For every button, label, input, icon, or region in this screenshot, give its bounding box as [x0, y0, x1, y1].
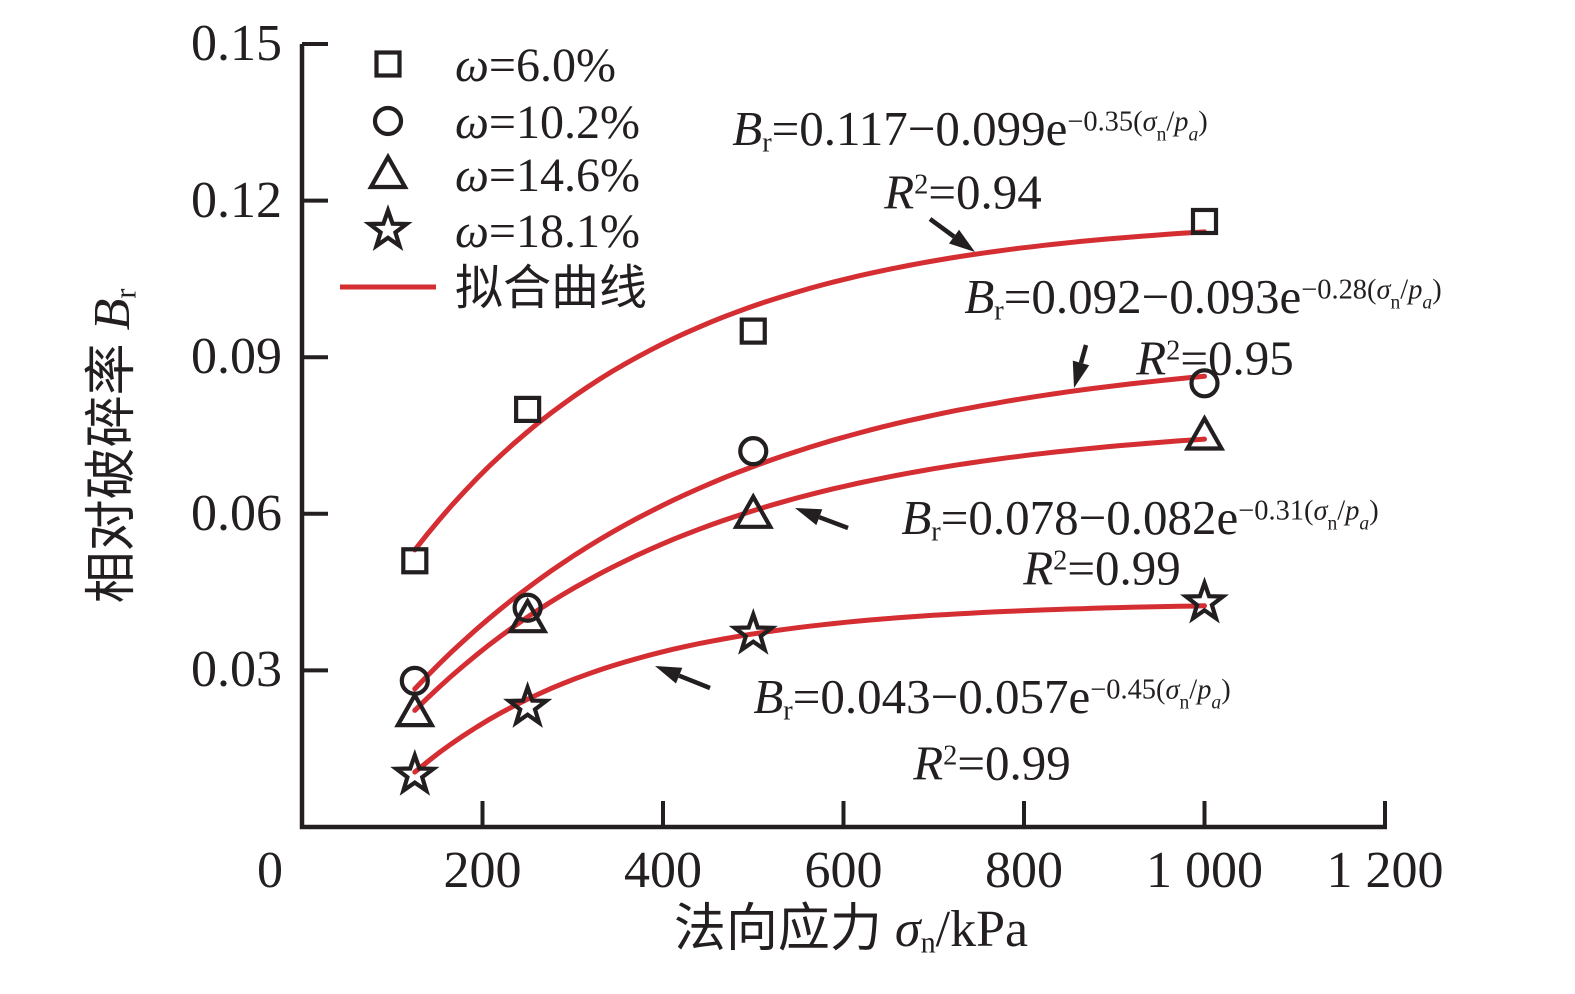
legend-square-icon [374, 50, 402, 78]
fit-equation-4: Br=0.043−0.057e−0.45(σn/pa) [753, 669, 1231, 727]
fit-curve-omega-14.6 [412, 436, 1207, 713]
fit-curve-omega-10.2 [412, 373, 1207, 692]
marker-omega-10.2 [512, 592, 543, 623]
x-tick-label: 1 000 [1146, 842, 1263, 899]
fit-equation-1: Br=0.117−0.099e−0.35(σn/pa) [732, 101, 1208, 159]
legend-triangle-icon [367, 152, 409, 190]
legend-label-fit-line: 拟合曲线 [455, 262, 648, 315]
fit-r2-1: R2=0.94 [884, 164, 1042, 220]
annotation-arrow-shaft [818, 515, 849, 531]
annotation-arrowhead [949, 229, 975, 252]
x-axis-title: 法向应力 σn/kPa [673, 901, 1029, 960]
marker-omega-18.1 [503, 681, 553, 728]
legend-circle-icon [372, 105, 404, 137]
marker-omega-6.0 [1190, 207, 1219, 236]
marker-omega-18.1 [1179, 576, 1230, 624]
marker-omega-10.2 [1189, 368, 1220, 399]
fit-r2-3: R2=0.99 [1023, 540, 1181, 596]
marker-omega-18.1 [390, 748, 440, 796]
marker-omega-6.0 [401, 547, 429, 575]
legend-label-omega-6.0: ω=6.0% [455, 39, 616, 92]
marker-omega-6.0 [514, 395, 542, 423]
legend-label-omega-10.2: ω=10.2% [455, 96, 640, 149]
y-tick-label: 0.12 [191, 171, 282, 229]
marker-omega-18.1 [728, 607, 778, 655]
marker-omega-6.0 [739, 317, 767, 345]
marker-omega-14.6 [507, 596, 549, 634]
y-tick-label: 0.06 [191, 484, 282, 542]
y-axis-title: 相对破碎率 Br [84, 288, 143, 604]
x-tick-label: 400 [624, 842, 702, 899]
y-tick-label: 0.03 [191, 641, 282, 699]
marker-omega-14.6 [732, 492, 774, 529]
x-tick-label: 600 [804, 842, 883, 899]
fit-equation-3: Br=0.078−0.082e−0.31(σn/pa) [901, 490, 1379, 548]
x-tick-label: 0 [257, 842, 283, 899]
annotation-arrow-shaft [1078, 344, 1089, 364]
fit-curve-omega-6.0 [412, 229, 1207, 553]
annotation-arrowhead [795, 508, 823, 526]
x-tick-label: 800 [985, 842, 1063, 899]
marker-omega-14.6 [1183, 414, 1226, 451]
legend-label-omega-18.1: ω=18.1% [455, 205, 640, 258]
legend-star-icon [363, 204, 413, 251]
annotation-arrowhead [655, 666, 683, 684]
annotation-arrow-shaft [928, 217, 956, 239]
fit-r2-4: R2=0.99 [913, 735, 1071, 791]
annotation-arrow-shaft [678, 673, 711, 691]
annotation-arrowhead [1072, 360, 1090, 388]
x-tick-label: 1 200 [1326, 842, 1444, 899]
fit-equation-2: Br=0.092−0.093e−0.28(σn/pa) [964, 269, 1442, 327]
y-tick-label: 0.15 [191, 15, 282, 72]
fit-curve-omega-18.1 [412, 603, 1207, 775]
fit-r2-2: R2=0.95 [1136, 330, 1294, 386]
marker-omega-14.6 [394, 690, 436, 728]
legend-label-omega-14.6: ω=14.6% [455, 149, 640, 202]
y-tick-label: 0.09 [191, 328, 282, 386]
x-tick-label: 200 [443, 842, 522, 899]
marker-omega-10.2 [738, 436, 769, 467]
